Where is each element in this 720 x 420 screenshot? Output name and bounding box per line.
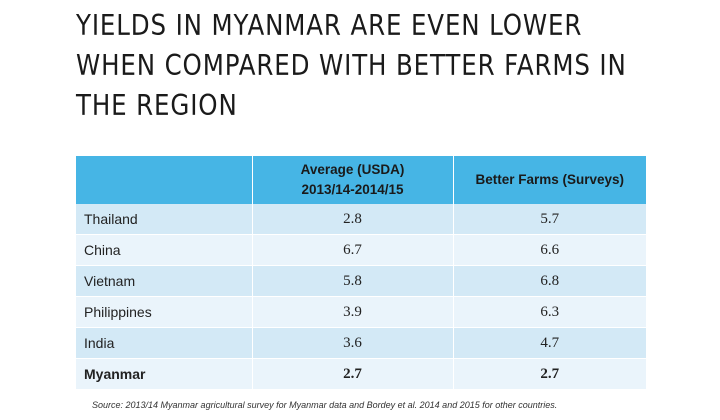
cell-better: 2.7 xyxy=(453,358,646,390)
header-country xyxy=(76,156,253,204)
table-row-myanmar: Myanmar 2.7 2.7 xyxy=(76,358,646,390)
table-header-row: Average (USDA) 2013/14-2014/15 Better Fa… xyxy=(76,156,646,204)
header-average: Average (USDA) 2013/14-2014/15 xyxy=(252,156,454,204)
cell-average: 3.9 xyxy=(252,296,454,328)
cell-average: 6.7 xyxy=(252,234,454,266)
cell-country: China xyxy=(76,234,253,266)
source-note: Source: 2013/14 Myanmar agricultural sur… xyxy=(92,400,558,410)
table-row: India 3.6 4.7 xyxy=(76,327,646,359)
cell-better: 4.7 xyxy=(453,327,646,359)
yield-table-container: Average (USDA) 2013/14-2014/15 Better Fa… xyxy=(76,156,646,390)
cell-average: 5.8 xyxy=(252,265,454,297)
title-line-3: THE REGION xyxy=(76,89,238,122)
header-average-line-2: 2013/14-2014/15 xyxy=(301,182,404,197)
slide-title: YIELDS IN MYANMAR ARE EVEN LOWER WHEN CO… xyxy=(76,6,627,126)
cell-average: 3.6 xyxy=(252,327,454,359)
cell-better: 6.3 xyxy=(453,296,646,328)
cell-country: India xyxy=(76,327,253,359)
cell-country: Myanmar xyxy=(76,358,253,390)
header-better-farms: Better Farms (Surveys) xyxy=(453,156,646,204)
cell-country: Vietnam xyxy=(76,265,253,297)
cell-average: 2.7 xyxy=(252,358,454,390)
cell-country: Philippines xyxy=(76,296,253,328)
cell-better: 6.8 xyxy=(453,265,646,297)
cell-better: 5.7 xyxy=(453,204,646,235)
cell-average: 2.8 xyxy=(252,204,454,235)
table-row: China 6.7 6.6 xyxy=(76,234,646,266)
yield-table: Average (USDA) 2013/14-2014/15 Better Fa… xyxy=(76,156,646,390)
header-average-line-1: Average (USDA) xyxy=(300,162,405,177)
title-line-1: YIELDS IN MYANMAR ARE EVEN LOWER xyxy=(76,9,583,42)
table-row: Vietnam 5.8 6.8 xyxy=(76,265,646,297)
table-row: Thailand 2.8 5.7 xyxy=(76,204,646,235)
title-line-2: WHEN COMPARED WITH BETTER FARMS IN xyxy=(76,49,627,82)
table-row: Philippines 3.9 6.3 xyxy=(76,296,646,328)
cell-country: Thailand xyxy=(76,204,253,235)
cell-better: 6.6 xyxy=(453,234,646,266)
